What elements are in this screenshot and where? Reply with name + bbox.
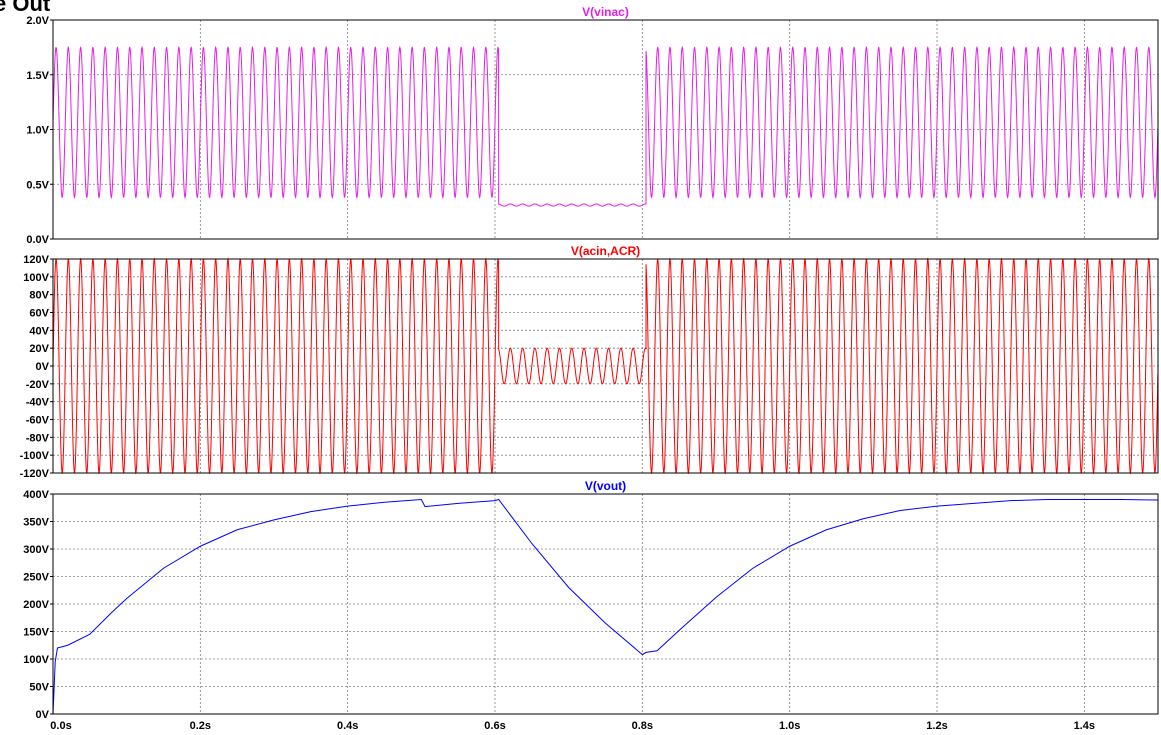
y-tick-label: 120V — [23, 254, 49, 266]
y-tick-label: -120V — [20, 468, 50, 480]
x-tick-label: 1.0s — [779, 720, 800, 732]
y-tick-label: 300V — [23, 544, 49, 556]
y-tick-label: 0V — [36, 361, 50, 373]
y-tick-label: -100V — [20, 450, 50, 462]
y-tick-label: 150V — [23, 627, 49, 639]
y-tick-label: 350V — [23, 517, 49, 529]
trace-line — [52, 257, 1159, 475]
pane-title: V(acin,ACR) — [571, 244, 640, 258]
y-tick-label: 100V — [23, 654, 49, 666]
y-tick-label: 1.5V — [26, 70, 49, 82]
x-tick-label: 0.4s — [337, 720, 358, 732]
x-tick-label: 0.0s — [50, 720, 71, 732]
y-tick-label: 40V — [29, 325, 49, 337]
page-title: e Out — [0, 0, 51, 16]
x-tick-label: 0.8s — [632, 720, 653, 732]
x-tick-label: 0.2s — [190, 720, 211, 732]
trace-line — [52, 45, 1159, 207]
y-tick-label: -60V — [26, 415, 50, 427]
y-tick-label: 50V — [29, 682, 49, 694]
y-tick-label: 100V — [23, 272, 49, 284]
y-tick-label: 400V — [23, 489, 49, 501]
y-tick-label: 20V — [29, 343, 49, 355]
y-tick-label: 0.0V — [26, 234, 49, 246]
y-tick-label: 1.0V — [26, 125, 49, 137]
y-tick-label: -40V — [26, 397, 50, 409]
x-tick-label: 0.6s — [484, 720, 505, 732]
y-tick-label: 60V — [29, 308, 49, 320]
y-tick-label: -20V — [26, 379, 50, 391]
y-tick-label: 80V — [29, 290, 49, 302]
pane-title: V(vout) — [585, 479, 626, 493]
pane-title: V(vinac) — [582, 5, 629, 19]
y-tick-label: -80V — [26, 432, 50, 444]
y-tick-label: 0V — [36, 709, 50, 721]
x-tick-label: 1.2s — [926, 720, 947, 732]
x-tick-label: 1.4s — [1074, 720, 1095, 732]
y-tick-label: 200V — [23, 599, 49, 611]
y-tick-label: 2.0V — [26, 15, 49, 27]
trace-line — [52, 498, 1159, 715]
y-tick-label: 250V — [23, 572, 49, 584]
y-tick-label: 0.5V — [26, 179, 49, 191]
